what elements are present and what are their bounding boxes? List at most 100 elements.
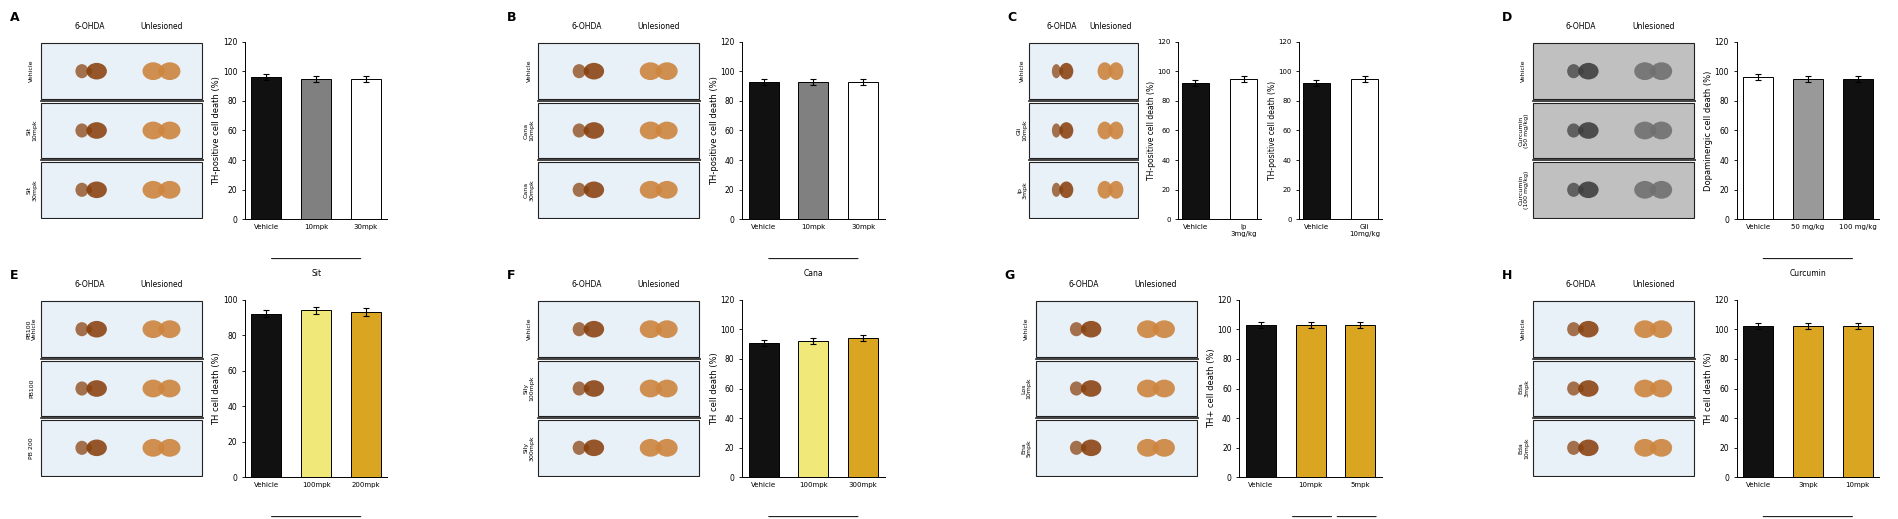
- Y-axis label: TH cell death (%): TH cell death (%): [213, 352, 222, 425]
- Ellipse shape: [657, 439, 678, 457]
- Ellipse shape: [1082, 444, 1086, 452]
- Bar: [1794, 326, 1822, 477]
- Ellipse shape: [1137, 320, 1158, 338]
- Ellipse shape: [87, 182, 106, 198]
- FancyBboxPatch shape: [42, 43, 203, 99]
- Text: Vehicle: Vehicle: [1520, 318, 1526, 340]
- Ellipse shape: [1579, 325, 1583, 333]
- Ellipse shape: [657, 320, 678, 338]
- Ellipse shape: [640, 181, 661, 199]
- Ellipse shape: [87, 325, 93, 333]
- FancyBboxPatch shape: [1036, 361, 1196, 416]
- Ellipse shape: [1152, 384, 1160, 393]
- Ellipse shape: [1568, 322, 1581, 336]
- Text: Unlesioned: Unlesioned: [1632, 22, 1674, 31]
- Ellipse shape: [640, 121, 661, 140]
- Bar: [1742, 326, 1773, 477]
- Text: Cana
30mpk: Cana 30mpk: [524, 179, 535, 201]
- Bar: [251, 314, 281, 477]
- Bar: [1742, 77, 1773, 220]
- Ellipse shape: [142, 62, 163, 80]
- Text: H: H: [1501, 269, 1513, 282]
- Ellipse shape: [142, 439, 163, 457]
- Text: Sily
100mpk: Sily 100mpk: [524, 376, 535, 401]
- Ellipse shape: [159, 181, 180, 199]
- Bar: [1843, 78, 1873, 220]
- Text: C: C: [1008, 11, 1015, 24]
- Text: 6-OHDA: 6-OHDA: [74, 22, 104, 31]
- Ellipse shape: [655, 67, 662, 76]
- Ellipse shape: [1649, 67, 1657, 76]
- Ellipse shape: [1651, 62, 1672, 80]
- Ellipse shape: [87, 186, 93, 194]
- Ellipse shape: [87, 63, 106, 79]
- Text: 6-OHDA: 6-OHDA: [74, 280, 104, 289]
- Ellipse shape: [1579, 380, 1598, 397]
- Bar: [1296, 325, 1325, 477]
- FancyBboxPatch shape: [1036, 420, 1196, 476]
- Text: Unlesioned: Unlesioned: [638, 280, 679, 289]
- Text: Vehicle: Vehicle: [1019, 60, 1025, 83]
- Bar: [1346, 325, 1376, 477]
- Ellipse shape: [87, 127, 93, 134]
- Ellipse shape: [1651, 439, 1672, 457]
- Ellipse shape: [640, 320, 661, 338]
- Ellipse shape: [657, 62, 678, 80]
- Text: E: E: [9, 269, 19, 282]
- Ellipse shape: [76, 124, 89, 138]
- FancyBboxPatch shape: [42, 420, 203, 476]
- Ellipse shape: [585, 186, 588, 194]
- Text: Los
10mpk: Los 10mpk: [1021, 378, 1033, 399]
- Text: B: B: [507, 11, 516, 24]
- Bar: [799, 81, 828, 220]
- Ellipse shape: [1097, 121, 1112, 140]
- Text: 6-OHDA: 6-OHDA: [1046, 22, 1076, 31]
- Ellipse shape: [585, 63, 604, 79]
- Ellipse shape: [657, 181, 678, 199]
- Ellipse shape: [1097, 62, 1112, 80]
- Bar: [251, 77, 281, 220]
- Ellipse shape: [76, 381, 89, 395]
- Ellipse shape: [1051, 124, 1061, 138]
- Ellipse shape: [655, 185, 662, 194]
- Ellipse shape: [655, 384, 662, 393]
- Ellipse shape: [657, 379, 678, 398]
- Ellipse shape: [1059, 63, 1072, 79]
- Ellipse shape: [1649, 384, 1657, 393]
- Ellipse shape: [1070, 441, 1084, 455]
- Ellipse shape: [76, 183, 89, 197]
- FancyBboxPatch shape: [42, 103, 203, 158]
- Bar: [1230, 78, 1256, 220]
- Ellipse shape: [655, 325, 662, 334]
- Ellipse shape: [1108, 62, 1124, 80]
- Ellipse shape: [1082, 380, 1101, 397]
- Ellipse shape: [585, 67, 588, 75]
- Text: 6-OHDA: 6-OHDA: [1566, 280, 1596, 289]
- Ellipse shape: [1634, 320, 1655, 338]
- Ellipse shape: [1108, 181, 1124, 199]
- Ellipse shape: [1579, 67, 1583, 75]
- Ellipse shape: [1082, 325, 1086, 333]
- Ellipse shape: [1634, 121, 1655, 140]
- Y-axis label: TH-positive cell death (%): TH-positive cell death (%): [213, 76, 222, 185]
- Ellipse shape: [1070, 381, 1084, 395]
- Text: Sit: Sit: [311, 269, 321, 278]
- Ellipse shape: [655, 443, 662, 452]
- Ellipse shape: [1651, 379, 1672, 398]
- Ellipse shape: [158, 325, 165, 334]
- Ellipse shape: [1059, 127, 1063, 134]
- Ellipse shape: [640, 62, 661, 80]
- Ellipse shape: [1152, 325, 1160, 334]
- Ellipse shape: [585, 122, 604, 139]
- Text: F: F: [507, 269, 516, 282]
- FancyBboxPatch shape: [1036, 302, 1196, 357]
- Ellipse shape: [1649, 443, 1657, 452]
- Ellipse shape: [142, 379, 163, 398]
- Ellipse shape: [158, 126, 165, 135]
- Text: Unlesioned: Unlesioned: [1135, 280, 1177, 289]
- Bar: [1794, 78, 1822, 220]
- Text: Cana
10mpk: Cana 10mpk: [524, 120, 535, 141]
- Ellipse shape: [158, 185, 165, 194]
- Ellipse shape: [1568, 64, 1581, 78]
- Ellipse shape: [573, 322, 586, 336]
